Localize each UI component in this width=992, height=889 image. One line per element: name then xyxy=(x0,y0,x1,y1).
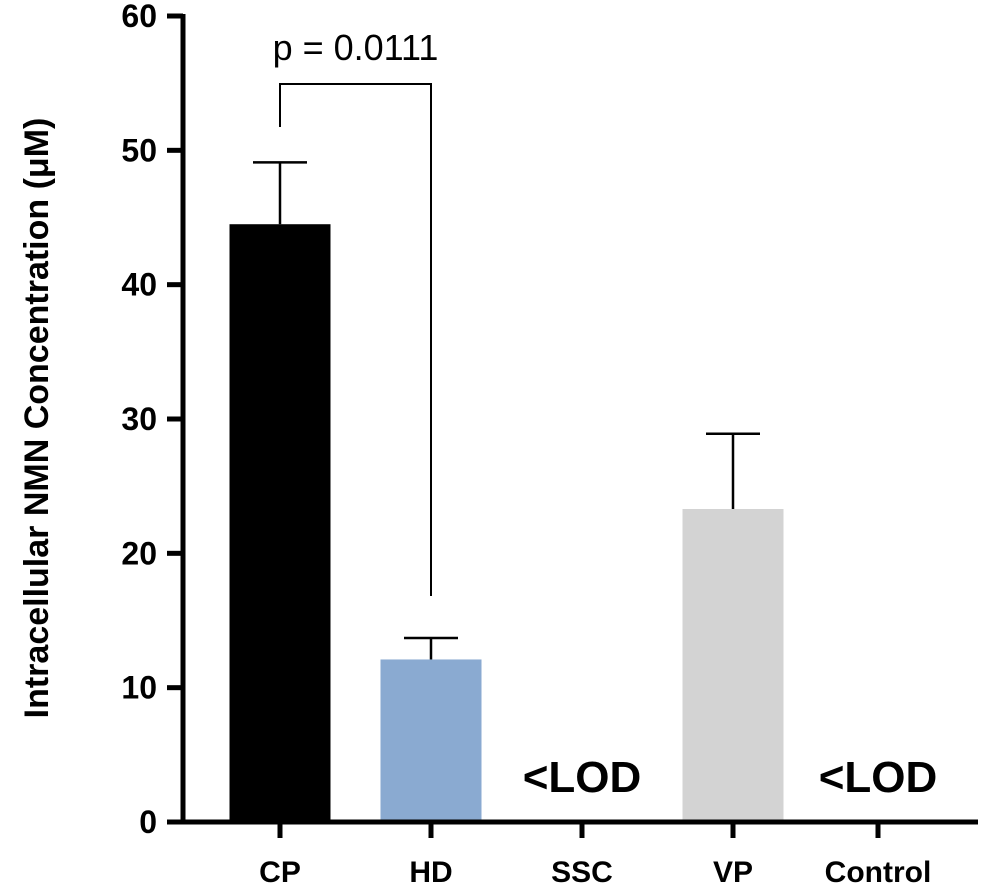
error-bar-hd xyxy=(404,636,458,660)
bars xyxy=(229,224,784,822)
y-tick-label: 10 xyxy=(121,670,157,706)
error-bars xyxy=(253,161,760,660)
x-axis-tick-labels: CP HD SSC VP Control xyxy=(259,856,931,889)
x-tick-label-ssc: SSC xyxy=(551,856,613,889)
y-axis-label: Intracellular NMN Concentration (μM) xyxy=(18,118,56,719)
y-axis-ticks: 0 10 20 30 40 50 60 xyxy=(121,0,183,840)
y-tick-label: 40 xyxy=(121,267,157,303)
y-tick-label: 50 xyxy=(121,132,157,168)
lod-label-control: <LOD xyxy=(819,753,938,802)
axes xyxy=(180,14,978,838)
p-value-label: p = 0.0111 xyxy=(273,27,439,68)
bar-cp xyxy=(229,224,331,822)
y-tick-label: 30 xyxy=(121,401,157,437)
y-tick-label: 0 xyxy=(139,804,157,840)
x-tick-label-hd: HD xyxy=(409,856,452,889)
significance-annotation: p = 0.0111 xyxy=(273,27,439,596)
bar-hd xyxy=(380,659,482,822)
error-bar-cp xyxy=(253,161,307,225)
x-tick-label-vp: VP xyxy=(713,856,753,889)
y-tick-label: 20 xyxy=(121,535,157,571)
x-tick-label-control: Control xyxy=(825,856,932,889)
significance-bracket xyxy=(279,83,432,596)
error-bar-vp xyxy=(706,432,760,510)
bar-vp xyxy=(682,509,784,822)
lod-labels: <LOD <LOD xyxy=(523,753,938,802)
x-tick-label-cp: CP xyxy=(259,856,301,889)
y-tick-label: 60 xyxy=(121,0,157,34)
lod-label-ssc: <LOD xyxy=(523,753,642,802)
